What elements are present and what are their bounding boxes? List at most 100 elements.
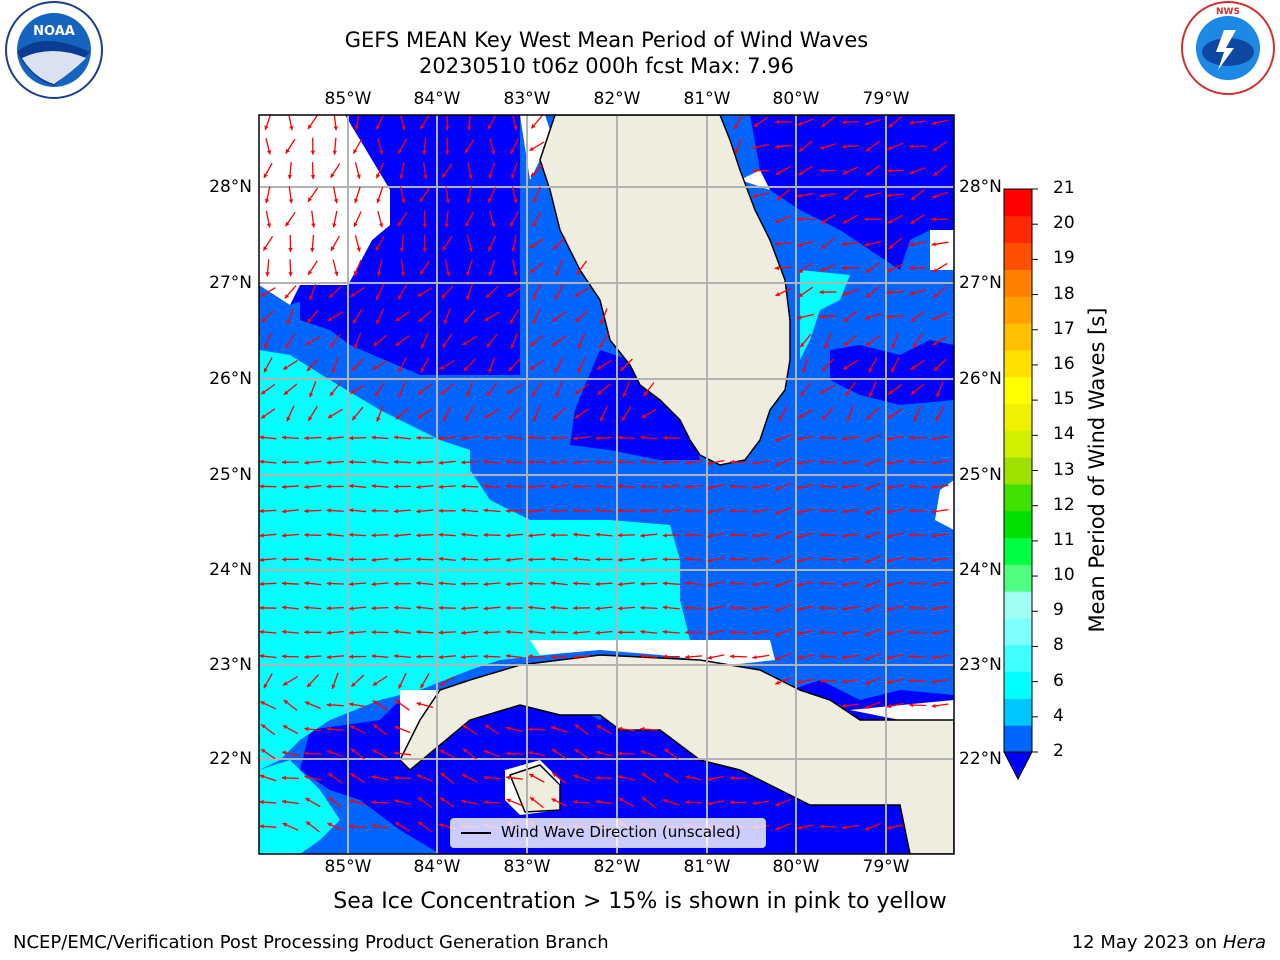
wave-direction-arrowhead [842, 509, 847, 514]
wave-direction-arrowhead [487, 124, 492, 130]
wave-direction-arrowhead [707, 461, 712, 466]
wave-direction-arrowhead [465, 222, 470, 227]
wave-direction-arrowhead [819, 581, 824, 586]
wave-direction-arrowhead [327, 750, 332, 755]
wave-direction-arrowhead [595, 799, 600, 804]
credit-text: NCEP/EMC/Verification Post Processing Pr… [13, 932, 609, 953]
wave-direction-arrowhead [281, 509, 287, 514]
wave-direction-arrowhead [349, 799, 354, 804]
wave-direction-arrowhead [259, 459, 264, 464]
wave-direction-arrowhead [350, 725, 355, 730]
wave-direction-arrowhead [332, 223, 337, 228]
wave-direction-arrowhead [775, 559, 780, 564]
wave-direction-arrowhead [841, 144, 846, 149]
wave-direction-arrowhead [483, 654, 488, 659]
wave-direction-arrowhead [797, 825, 802, 830]
wave-direction-arrowhead [843, 365, 848, 370]
colorbar-segment [1004, 591, 1032, 619]
wave-direction-arrowhead [530, 268, 535, 273]
wave-direction-arrowhead [393, 557, 399, 562]
wave-direction-arrowhead [416, 774, 422, 779]
wave-direction-arrowhead [931, 509, 936, 514]
wave-direction-arrowhead [261, 390, 266, 395]
wave-direction-arrowhead [462, 724, 467, 729]
wave-direction-arrowhead [887, 219, 893, 224]
wave-direction-arrowhead [865, 341, 871, 346]
wave-direction-arrowhead [797, 679, 802, 684]
wave-direction-arrowhead [550, 484, 555, 490]
wave-direction-arrowhead [328, 797, 333, 802]
wave-direction-arrowhead [864, 656, 870, 661]
wave-direction-arrowhead [488, 271, 493, 276]
wave-direction-arrowhead [286, 319, 291, 325]
wave-direction-arrowhead [283, 390, 289, 395]
wave-direction-arrowhead [797, 485, 802, 490]
legend-line-icon [461, 832, 491, 834]
wave-direction-arrowhead [595, 775, 600, 781]
wave-direction-arrowhead [372, 749, 378, 754]
wave-direction-arrowhead [467, 126, 472, 131]
wave-direction-arrowhead [468, 174, 473, 179]
wave-direction-arrowhead [529, 146, 534, 151]
wave-direction-arrowhead [259, 774, 265, 779]
wave-direction-arrowhead [528, 484, 533, 489]
wave-direction-arrowhead [307, 197, 312, 202]
wave-direction-arrowhead [886, 679, 892, 684]
wave-direction-arrowhead [354, 198, 359, 203]
wave-direction-arrowhead [555, 295, 559, 300]
colorbar-segment [1004, 671, 1032, 699]
lat-label-left: 26°N [209, 369, 252, 389]
colorbar-segment [1004, 725, 1032, 753]
wave-direction-arrowhead [416, 654, 421, 659]
wave-direction-arrowhead [371, 630, 376, 635]
wave-direction-arrowhead [551, 798, 557, 803]
wave-direction-arrowhead [350, 389, 355, 394]
wave-direction-arrowhead [888, 390, 893, 395]
wave-direction-arrowhead [640, 629, 645, 635]
wave-direction-arrowhead [685, 654, 690, 660]
wave-direction-arrowhead [376, 417, 381, 422]
wave-direction-arrowhead [528, 654, 533, 659]
wave-direction-arrowhead [640, 435, 645, 440]
wave-direction-arrowhead [308, 416, 313, 421]
wave-direction-arrowhead [797, 315, 802, 320]
wave-direction-arrowhead [555, 392, 560, 398]
wave-direction-arrowhead [461, 484, 466, 489]
chart-subtitle: 20230510 t06z 000h fcst Max: 7.96 [419, 54, 794, 78]
wave-direction-arrowhead [283, 700, 289, 705]
wave-direction-arrowhead [886, 168, 891, 173]
wave-direction-arrowhead [574, 414, 580, 419]
wave-direction-arrowhead [281, 605, 287, 610]
wave-direction-arrowhead [393, 581, 398, 586]
wave-direction-arrowhead [488, 368, 493, 373]
wave-direction-arrowhead [617, 630, 622, 635]
wave-direction-arrowhead [864, 534, 870, 539]
wave-direction-arrowhead [752, 557, 757, 563]
wave-direction-arrowhead [440, 390, 446, 395]
wave-direction-arrowhead [373, 341, 378, 347]
wave-direction-arrowhead [484, 750, 489, 755]
wave-direction-arrowhead [267, 150, 272, 155]
lon-label-top: 80°W [772, 89, 820, 109]
wave-direction-arrowhead [617, 582, 623, 587]
wave-direction-arrowhead [797, 606, 802, 612]
wave-direction-arrowhead [550, 605, 555, 610]
wave-direction-arrowhead [305, 798, 310, 802]
wave-direction-arrowhead [574, 292, 579, 297]
wave-direction-arrowhead [349, 630, 354, 635]
wave-direction-arrowhead [864, 461, 870, 466]
wave-direction-arrowhead [932, 316, 937, 321]
lat-label-right: 26°N [959, 369, 1002, 389]
wave-direction-arrowhead [707, 509, 712, 514]
wave-direction-arrowhead [640, 605, 645, 610]
wave-direction-arrowhead [797, 217, 802, 222]
wave-direction-arrowhead [573, 556, 578, 562]
wave-direction-arrowhead [843, 219, 848, 224]
wave-direction-arrowhead [372, 365, 378, 370]
wave-direction-arrowhead [510, 174, 516, 179]
wave-direction-arrowhead [866, 147, 871, 152]
wave-direction-arrowhead [505, 484, 510, 489]
wave-direction-arrowhead [289, 126, 294, 131]
lon-label-bottom: 81°W [683, 857, 731, 877]
wave-direction-arrowhead [617, 533, 622, 538]
